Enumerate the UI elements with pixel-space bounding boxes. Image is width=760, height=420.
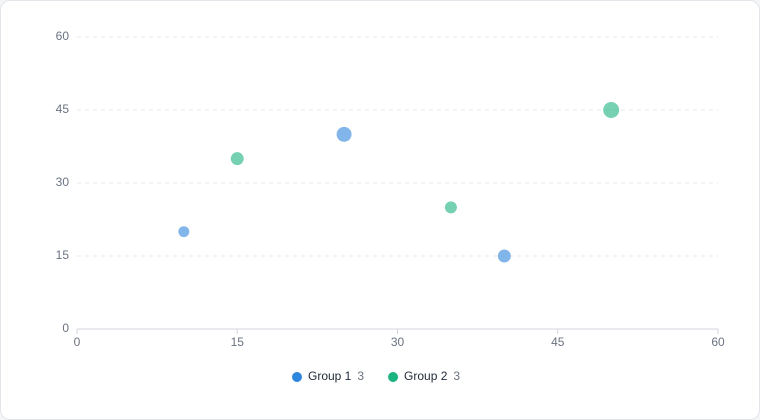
legend-label: Group 2 — [404, 369, 448, 383]
x-tick-label: 30 — [391, 335, 405, 349]
y-tick-label: 45 — [56, 102, 70, 116]
legend-count: 3 — [357, 369, 364, 383]
y-tick-label: 60 — [56, 29, 70, 43]
bubble — [230, 152, 244, 166]
bubble — [444, 201, 457, 214]
y-tick-label: 0 — [62, 321, 69, 335]
x-tick-label: 15 — [231, 335, 245, 349]
x-tick-label: 0 — [74, 335, 81, 349]
bubble — [336, 126, 352, 142]
legend-marker — [292, 372, 302, 382]
bubble — [603, 102, 620, 118]
y-tick-label: 15 — [56, 248, 70, 262]
bubble — [497, 249, 511, 263]
x-tick-label: 60 — [711, 335, 725, 349]
x-tick-label: 45 — [551, 335, 565, 349]
legend-marker — [388, 372, 399, 382]
bubble — [178, 226, 190, 238]
legend-count: 3 — [453, 369, 460, 383]
y-tick-label: 30 — [56, 175, 70, 189]
legend-label: Group 1 — [308, 369, 352, 383]
